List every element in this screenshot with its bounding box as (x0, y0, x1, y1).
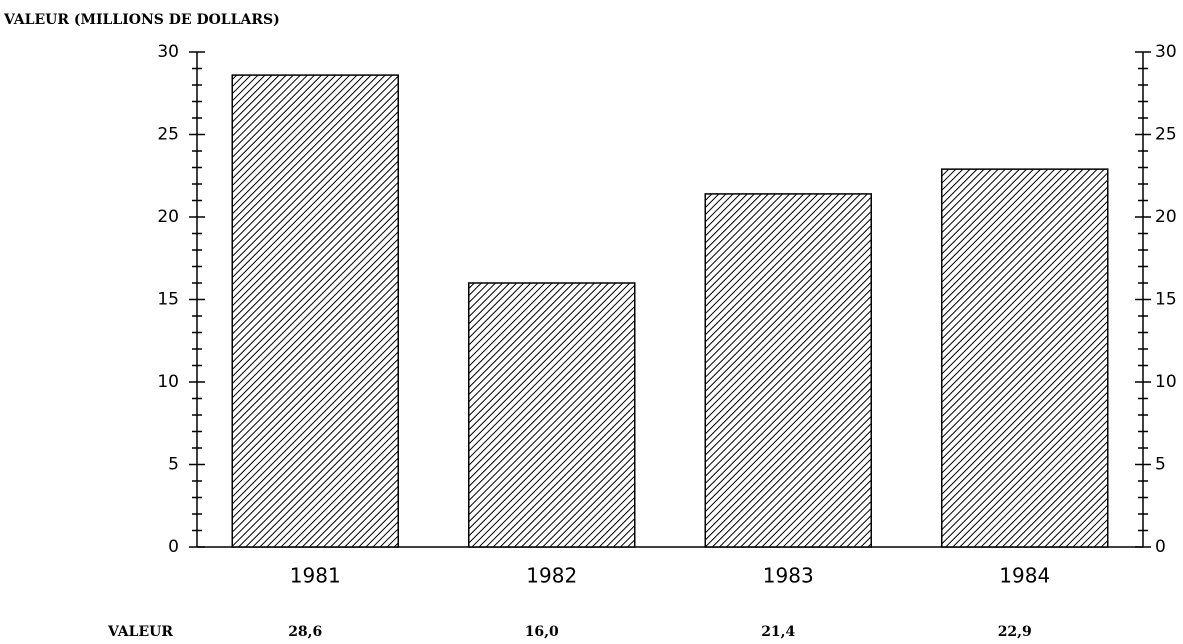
value-label: 16,0 (525, 624, 559, 640)
y2-tick-label: 0 (1155, 537, 1166, 557)
x-tick-label: 1981 (290, 564, 341, 588)
value-label: 22,9 (998, 624, 1032, 640)
y-tick-label: 25 (157, 125, 179, 145)
y2-tick-label: 5 (1155, 455, 1166, 475)
bar (231, 74, 399, 548)
value-row-label: VALEUR (107, 624, 173, 640)
x-tick-label: 1984 (999, 564, 1050, 588)
y2-tick-label: 30 (1155, 42, 1177, 62)
x-tick-label: 1983 (763, 564, 814, 588)
y-tick-label: 10 (157, 372, 179, 392)
y-tick-label: 15 (157, 290, 179, 310)
value-label: 28,6 (288, 624, 322, 640)
y2-tick-label: 10 (1155, 372, 1177, 392)
bar (704, 193, 872, 548)
y2-tick-label: 15 (1155, 290, 1177, 310)
bar (941, 168, 1109, 548)
y-axis-label: VALEUR (MILLIONS DE DOLLARS) (3, 12, 280, 28)
bar (468, 282, 636, 548)
y-tick-label: 30 (157, 42, 179, 62)
y-tick-label: 20 (157, 207, 179, 227)
value-label: 21,4 (761, 624, 795, 640)
x-tick-label: 1982 (526, 564, 577, 588)
y2-tick-label: 20 (1155, 207, 1177, 227)
y2-tick-label: 25 (1155, 125, 1177, 145)
y-tick-label: 5 (168, 455, 179, 475)
y-tick-label: 0 (168, 537, 179, 557)
